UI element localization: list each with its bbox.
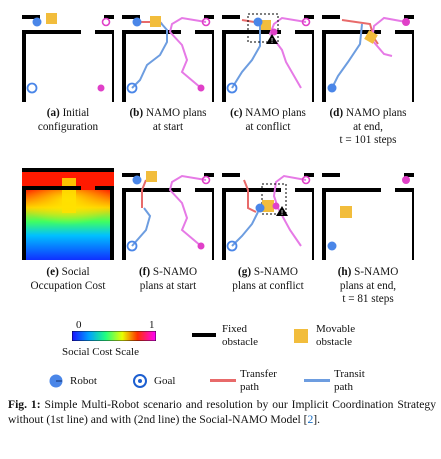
subcaption-a: (a) Initial configuration <box>37 107 99 133</box>
robot-icon <box>97 84 105 92</box>
figure-caption: Fig. 1: Simple Multi-Robot scenario and … <box>8 398 436 426</box>
panel-c: ! <box>222 10 314 102</box>
panel-d <box>322 10 414 102</box>
subcaption-d: (d) NAMO plans at end, t = 101 steps <box>329 107 407 146</box>
movable-obstacle-label: Movable obstacle <box>316 323 356 348</box>
subcaption-c: (c) NAMO plans at conflict <box>230 107 306 133</box>
goal-label: Goal <box>154 375 176 387</box>
movable-obstacle <box>46 13 57 24</box>
conflict-warning-icon <box>266 34 278 44</box>
robot-icon <box>32 17 42 27</box>
panel-g: ! <box>222 168 314 260</box>
robot-legend-icon <box>49 374 63 388</box>
subcaption-b: (b) NAMO plans at start <box>129 107 207 133</box>
fixed-obstacle-swatch <box>192 333 216 337</box>
transfer-path-swatch <box>210 379 236 382</box>
scale-min-label: 0 <box>76 319 82 331</box>
subcaption-g: (g) S-NAMO plans at conflict <box>232 266 304 292</box>
goal-icon <box>101 17 111 27</box>
caption-label: Fig. 1: <box>8 398 41 411</box>
panel-b <box>122 10 214 102</box>
svg-text:!: ! <box>271 37 274 45</box>
panel-a <box>22 10 114 102</box>
subcaption-h: (h) S-NAMO plans at end, t = 81 steps <box>337 266 399 305</box>
robot-label: Robot <box>70 375 97 387</box>
social-cost-scale-bar <box>72 331 156 341</box>
transfer-path-label: Transfer path <box>240 368 277 393</box>
subcaption-e: (e) Social Occupation Cost <box>30 266 106 292</box>
transit-path-swatch <box>304 379 330 382</box>
scale-label: Social Cost Scale <box>62 346 139 358</box>
citation-link[interactable]: 2 <box>307 412 314 426</box>
subcaption-f: (f) S-NAMO plans at start <box>138 266 198 292</box>
movable-obstacle-swatch <box>294 329 308 343</box>
svg-text:!: ! <box>281 209 284 217</box>
panel-f <box>122 168 214 260</box>
goal-legend-icon <box>133 374 147 388</box>
transit-path-label: Transit path <box>334 368 365 393</box>
goal-icon <box>26 82 38 94</box>
caption-text: Simple Multi-Robot scenario and resoluti… <box>8 398 436 426</box>
fixed-obstacle-label: Fixed obstacle <box>222 323 259 348</box>
panel-h <box>322 168 414 260</box>
panel-e <box>22 168 114 260</box>
scale-max-label: 1 <box>149 319 155 331</box>
